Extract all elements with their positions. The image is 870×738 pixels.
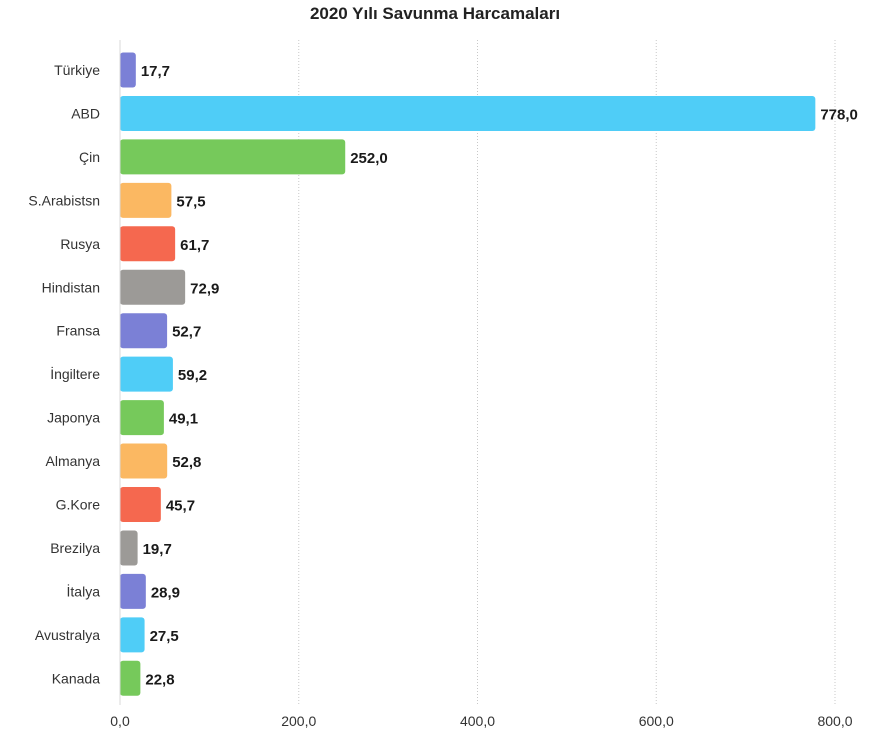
value-label: 49,1: [169, 411, 198, 428]
category-label: Japonya: [47, 410, 100, 426]
value-label: 52,8: [172, 454, 201, 471]
value-label: 72,9: [190, 280, 219, 297]
value-label: 22,8: [145, 671, 174, 688]
category-label: Brezilya: [50, 540, 100, 556]
value-label: 45,7: [166, 498, 195, 515]
category-label: Fransa: [56, 323, 100, 339]
bar: [120, 52, 136, 88]
category-label: İngiltere: [50, 365, 100, 382]
bar: [120, 573, 146, 609]
x-tick-label: 800,0: [817, 713, 852, 729]
category-label: İtalya: [67, 582, 101, 599]
category-label: S.Arabistsn: [28, 192, 100, 208]
bar: [120, 182, 172, 218]
category-label: G.Kore: [56, 497, 101, 513]
bar: [120, 226, 176, 262]
bar: [120, 313, 168, 349]
bar: [120, 443, 168, 479]
bar: [120, 530, 138, 566]
value-label: 57,5: [176, 193, 205, 210]
category-label: Türkiye: [54, 62, 100, 78]
category-label: Hindistan: [42, 279, 100, 295]
category-label: Almanya: [46, 453, 101, 469]
x-tick-label: 600,0: [639, 713, 674, 729]
value-label: 61,7: [180, 237, 209, 254]
bar: [120, 356, 173, 392]
bar: [120, 487, 161, 522]
bar: [120, 400, 164, 436]
x-tick-label: 400,0: [460, 713, 495, 729]
value-label: 252,0: [350, 150, 388, 167]
value-label: 52,7: [172, 324, 201, 341]
category-label: ABD: [71, 105, 100, 121]
x-tick-label: 0,0: [110, 713, 130, 729]
category-label: Avustralya: [35, 627, 100, 643]
x-tick-label: 200,0: [281, 713, 316, 729]
bar: [120, 660, 141, 696]
value-label: 778,0: [820, 106, 858, 123]
value-label: 59,2: [178, 367, 207, 384]
bar: [120, 139, 346, 175]
bar: [120, 269, 186, 305]
chart-title: 2020 Yılı Savunma Harcamaları: [309, 4, 561, 23]
category-label: Kanada: [52, 670, 100, 686]
value-label: 19,7: [143, 541, 172, 558]
category-label: Rusya: [60, 236, 100, 252]
value-label: 17,7: [141, 63, 170, 80]
value-label: 28,9: [151, 584, 180, 601]
bar: [120, 617, 145, 653]
value-label: 27,5: [150, 628, 179, 645]
bar: [120, 95, 816, 131]
category-label: Çin: [79, 149, 100, 165]
